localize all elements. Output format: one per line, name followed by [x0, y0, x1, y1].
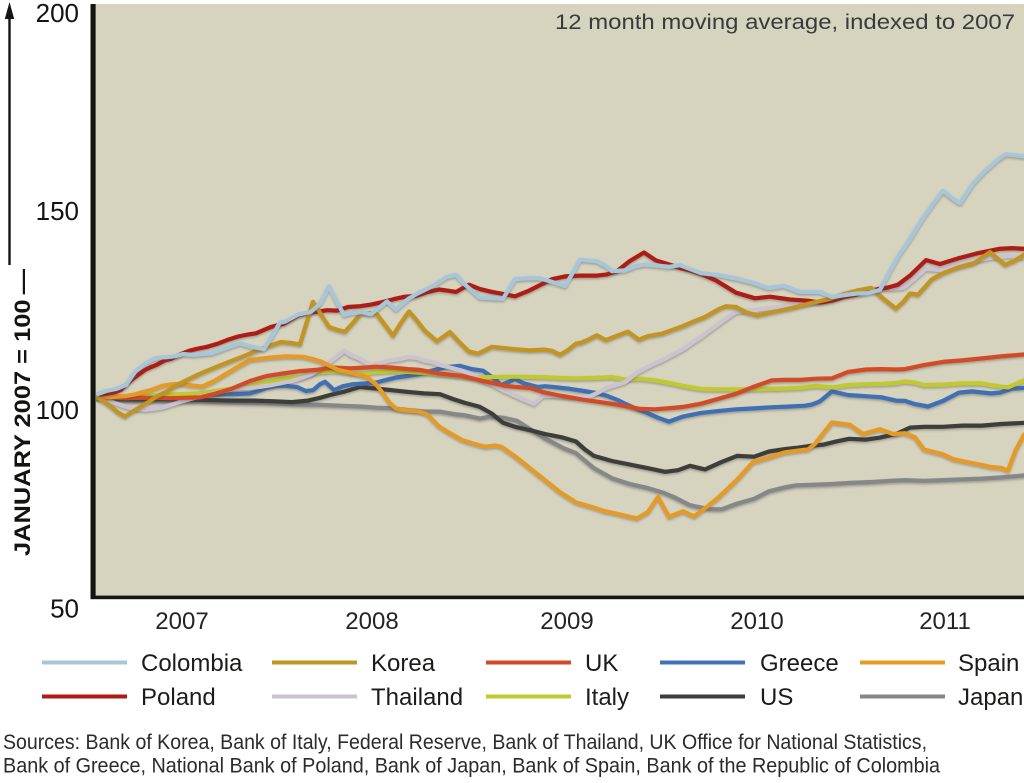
svg-text:200: 200: [36, 0, 79, 28]
svg-text:150: 150: [36, 196, 79, 226]
svg-text:Colombia: Colombia: [141, 650, 243, 677]
svg-text:Poland: Poland: [141, 684, 216, 711]
svg-text:Italy: Italy: [585, 684, 629, 711]
svg-text:12 month moving average, index: 12 month moving average, indexed to 2007: [555, 10, 1015, 34]
svg-text:2010: 2010: [730, 608, 783, 635]
svg-text:Sources: Bank of Korea, Bank o: Sources: Bank of Korea, Bank of Italy, F…: [3, 730, 927, 754]
svg-text:Japan: Japan: [958, 684, 1023, 711]
svg-text:UK: UK: [585, 650, 618, 677]
svg-text:JANUARY 2007 = 100 —: JANUARY 2007 = 100 —: [10, 269, 35, 556]
svg-text:50: 50: [50, 593, 79, 623]
svg-text:2007: 2007: [155, 608, 208, 635]
svg-text:Bank of Greece, National Bank: Bank of Greece, National Bank of Poland,…: [3, 754, 940, 778]
svg-text:Thailand: Thailand: [371, 684, 463, 711]
svg-text:2008: 2008: [345, 608, 398, 635]
svg-text:Spain: Spain: [958, 650, 1019, 677]
svg-text:100: 100: [36, 395, 79, 425]
svg-text:2009: 2009: [540, 608, 593, 635]
svg-text:Greece: Greece: [760, 650, 839, 677]
svg-text:US: US: [760, 684, 793, 711]
svg-text:2011: 2011: [919, 608, 971, 635]
svg-text:Korea: Korea: [371, 650, 436, 677]
